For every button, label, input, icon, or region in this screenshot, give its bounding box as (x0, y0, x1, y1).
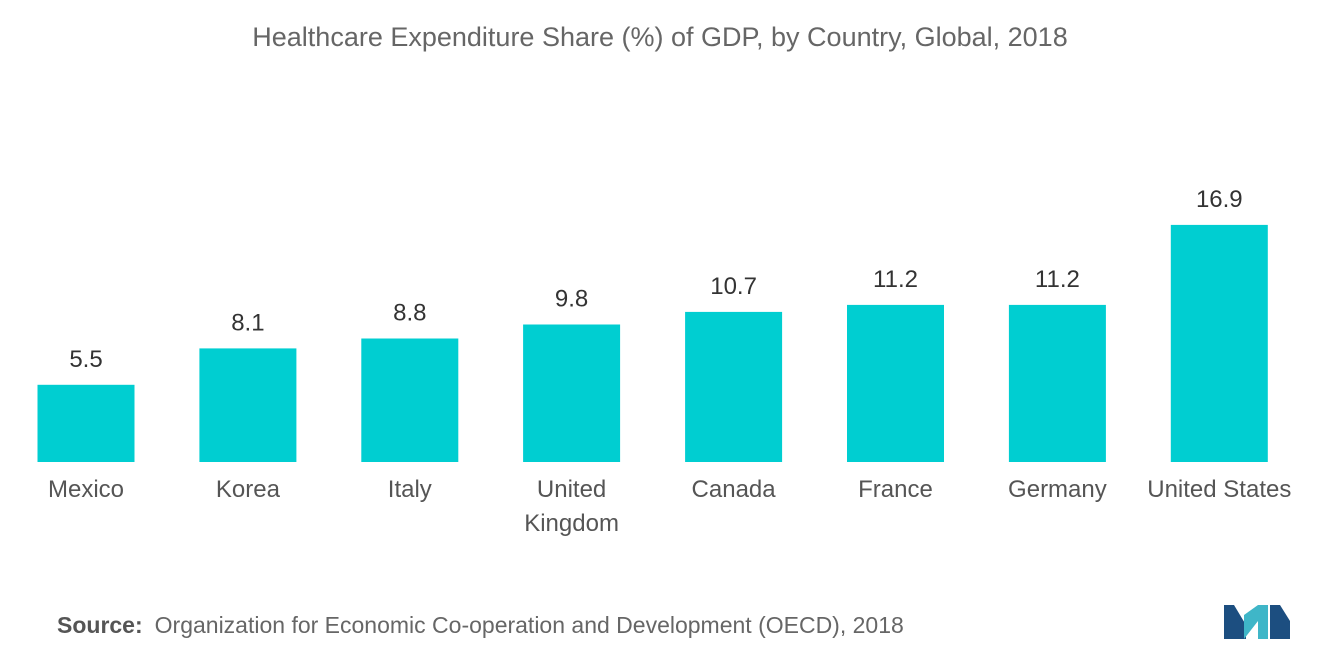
value-label: 10.7 (710, 273, 757, 300)
source-text: Organization for Economic Co-operation a… (154, 612, 904, 638)
logo-shape-left (1224, 605, 1246, 639)
value-label: 11.2 (873, 266, 918, 293)
x-axis-tick-labels: Mexico Korea Italy United Kingdom Canada Franc… (48, 476, 1291, 537)
source-label: Source: (57, 612, 143, 638)
bar-united-kingdom (523, 324, 621, 462)
value-label: 8.8 (393, 300, 426, 327)
value-label: 8.1 (231, 309, 264, 336)
bar-canada (685, 311, 783, 462)
chart-title: Healthcare Expenditure Share (%) of GDP,… (252, 22, 1068, 52)
value-label: 11.2 (1035, 266, 1080, 293)
x-tick-label: United Kingdom (524, 476, 619, 537)
x-tick-label: Korea (216, 476, 281, 503)
source-note: Source: Organization for Economic Co-oper… (57, 612, 904, 639)
x-tick-label: United States (1147, 476, 1291, 503)
value-label: 9.8 (555, 286, 588, 313)
bar-united-states (1170, 224, 1268, 462)
value-labels-layer: 5.5 8.1 8.8 9.8 10.7 11.2 11.2 16.9 (69, 186, 1242, 373)
bar-germany (1008, 304, 1106, 462)
x-tick-label: France (858, 476, 933, 503)
bar-korea (199, 348, 297, 462)
x-tick-label: Italy (388, 476, 432, 503)
bar-italy (361, 338, 459, 462)
value-label: 5.5 (69, 346, 102, 373)
logo-shape-middle (1244, 605, 1268, 639)
x-tick-label: Canada (692, 476, 777, 503)
x-tick-label: Germany (1008, 476, 1107, 503)
x-tick-label: Mexico (48, 476, 124, 503)
bar-chart: 5.5 8.1 8.8 9.8 10.7 11.2 11.2 16.9 Mexico Korea… (37, 186, 1291, 537)
value-label: 16.9 (1196, 186, 1243, 213)
bar-mexico (37, 384, 135, 462)
bar-france (847, 304, 944, 462)
logo-shape-right (1270, 605, 1290, 639)
bars-layer (37, 224, 1268, 462)
mordor-intelligence-logo-icon (1224, 605, 1290, 639)
